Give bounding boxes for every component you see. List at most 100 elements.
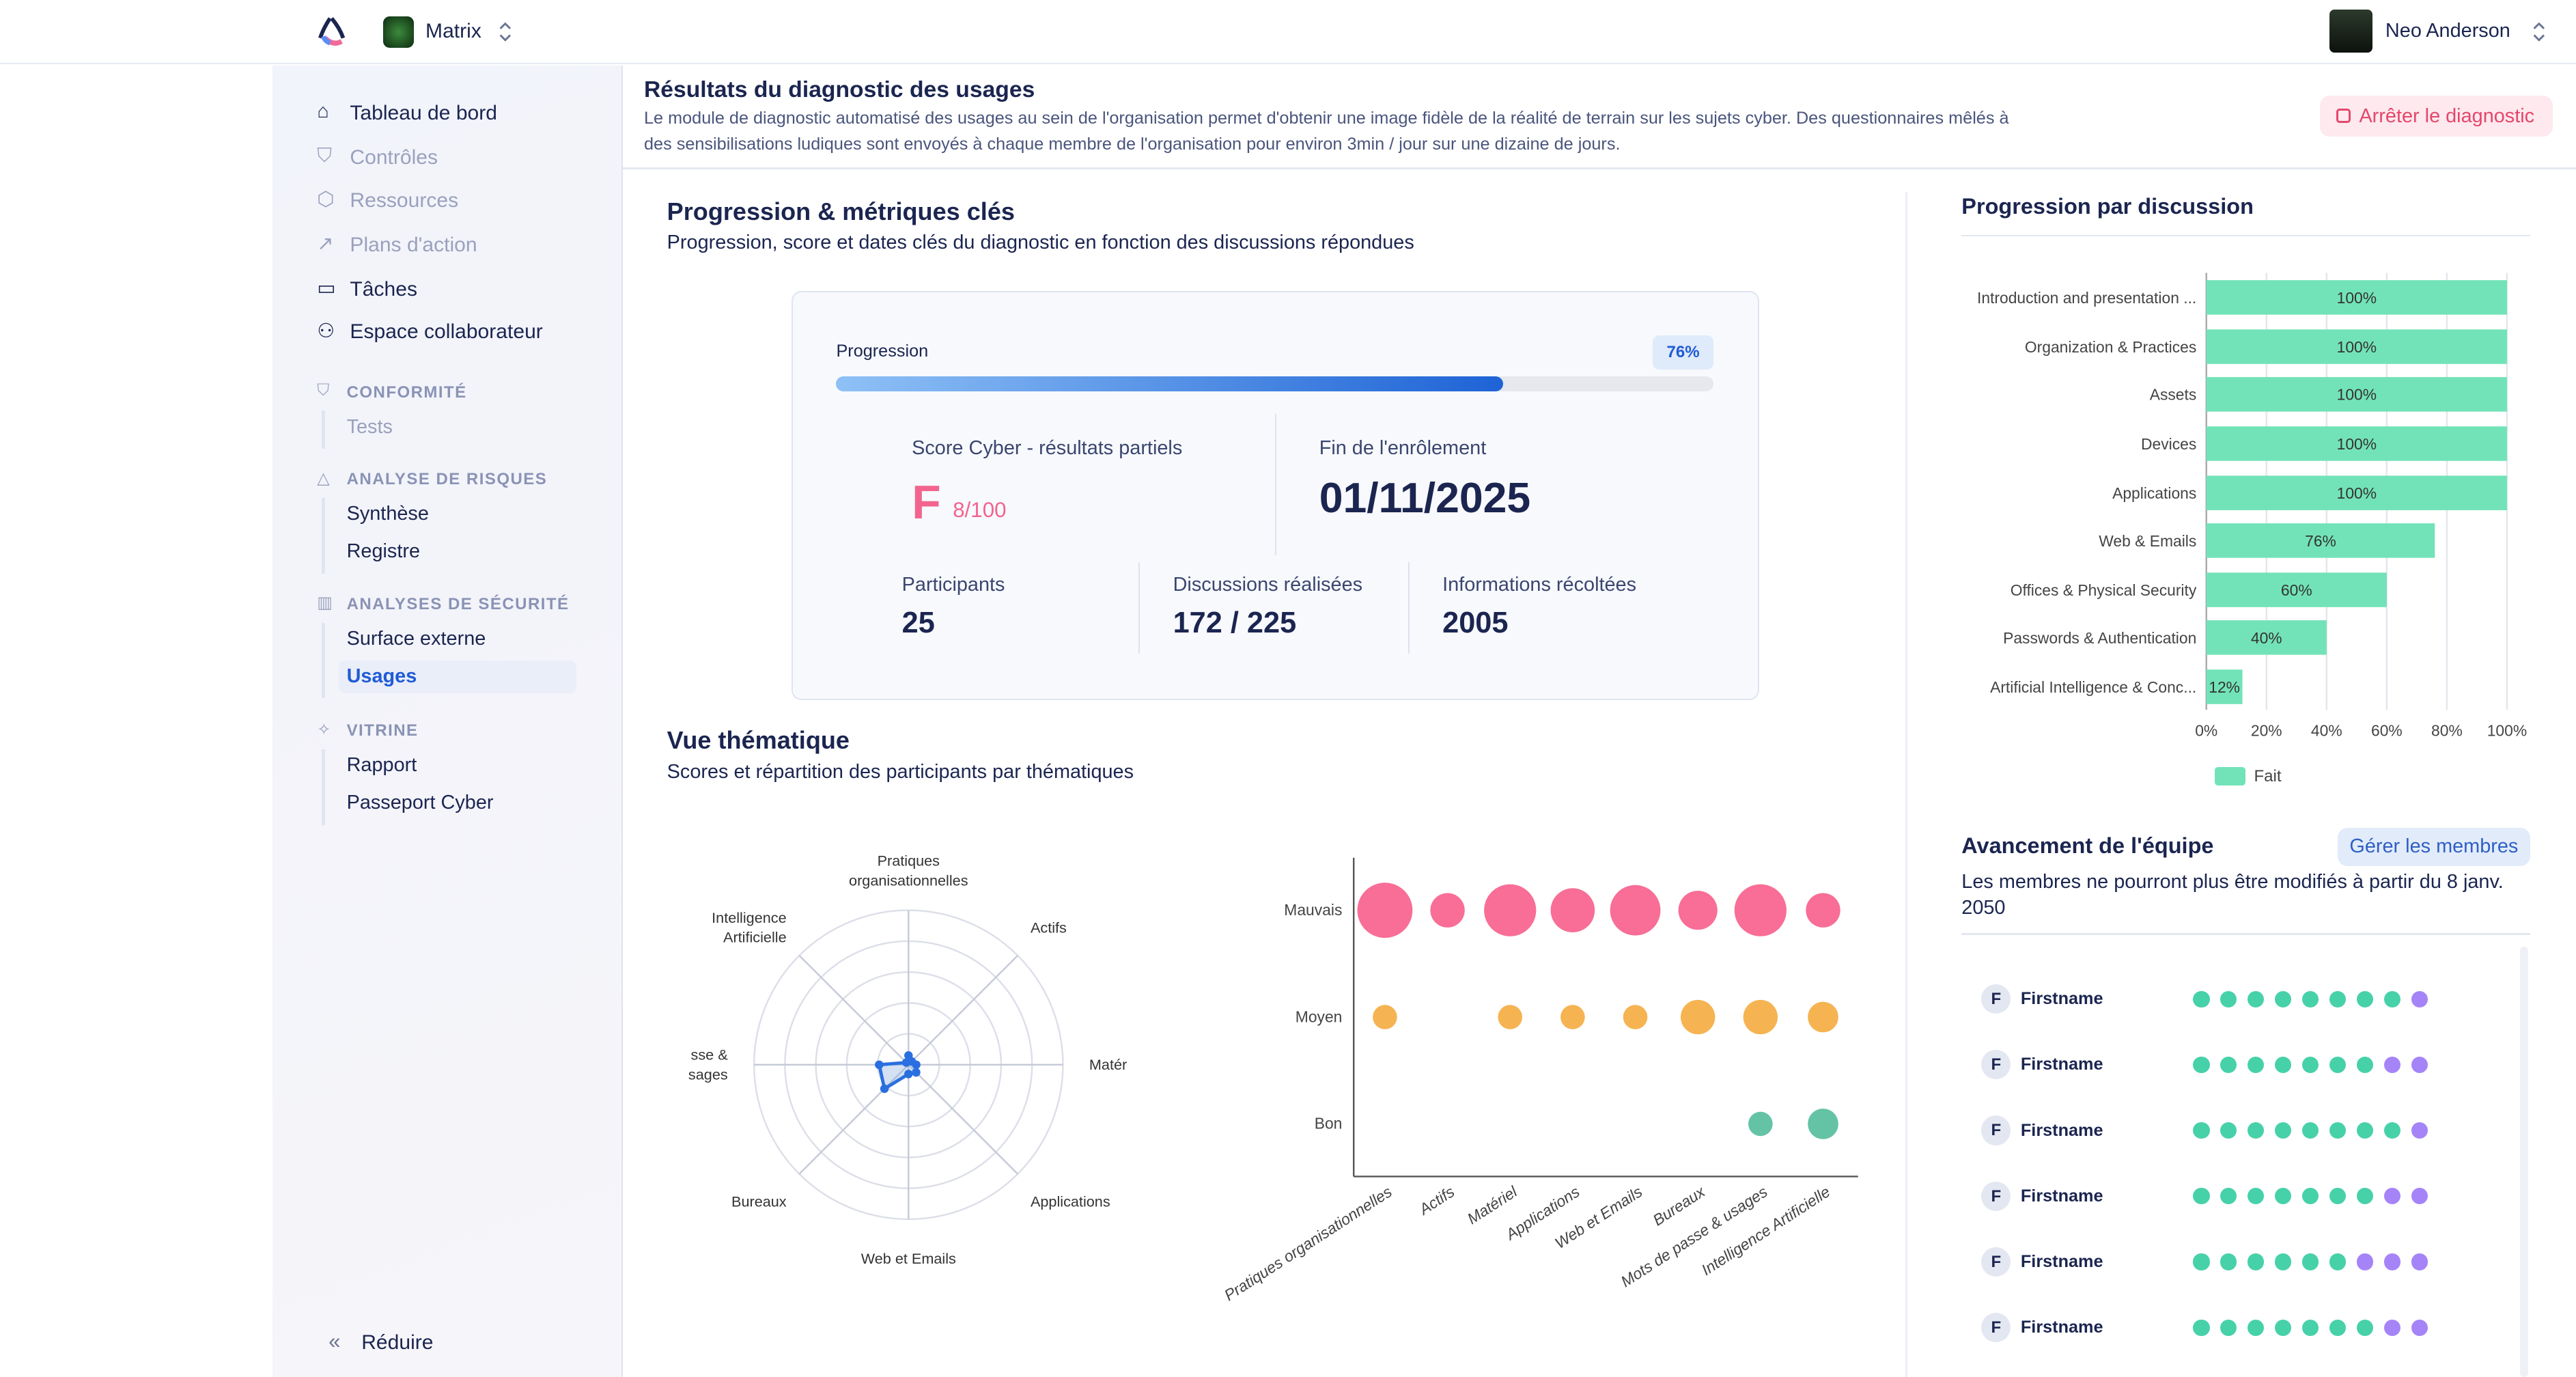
metrics-title: Progression & métriques clés (667, 197, 1015, 225)
radar-point (912, 1068, 921, 1077)
user-menu-chevron-icon[interactable] (2532, 21, 2547, 42)
legend-swatch-done (2214, 767, 2246, 785)
bubble-x-tick-label: Pratiques organisationnelles (1221, 1182, 1395, 1304)
section-divider (1961, 933, 2530, 935)
page-description-line2: des sensibilisations ludiques sont envoy… (643, 135, 1621, 154)
bar (2206, 329, 2507, 364)
discussion-done-dot (2220, 1253, 2237, 1270)
discussion-done-dot (2302, 1319, 2319, 1336)
bubble-point (1808, 1001, 1838, 1033)
member-name[interactable]: Firstname (2020, 1252, 2103, 1272)
user-avatar[interactable] (2329, 10, 2372, 53)
sidebar-section-title: VITRINE (346, 721, 419, 740)
sidebar-subitem[interactable]: Usages (346, 665, 417, 688)
sidebar-item[interactable]: Tableau de bord (350, 102, 498, 125)
member-name[interactable]: Firstname (2020, 989, 2103, 1009)
org-name[interactable]: Matrix (425, 19, 481, 42)
collapse-chevrons-icon[interactable]: « (328, 1329, 341, 1354)
sidebar-section-title: CONFORMITÉ (346, 382, 467, 402)
bar-x-tick-label: 80% (2431, 722, 2463, 740)
discussion-done-dot (2248, 1122, 2265, 1139)
tray-icon: ▭ (317, 277, 336, 300)
bar (2206, 475, 2507, 510)
top-bar: Matrix Neo Anderson (0, 0, 2576, 64)
discussion-done-dot (2329, 990, 2347, 1007)
discussion-done-dot (2357, 1188, 2374, 1205)
bar-value-label: 76% (2305, 532, 2336, 550)
bar-value-label: 100% (2337, 484, 2377, 502)
bar-value-label: 100% (2337, 435, 2377, 453)
enrollment-end-label: Fin de l'enrôlement (1319, 436, 1487, 459)
discussion-done-dot (2275, 1122, 2292, 1139)
sidebar-item[interactable]: Espace collaborateur (350, 320, 543, 344)
app-logo[interactable] (317, 15, 350, 48)
discussion-done-dot (2275, 1319, 2292, 1336)
shield-check-icon: ⛉ (317, 381, 330, 400)
sidebar-section-title: ANALYSE DE RISQUES (346, 470, 548, 488)
member-name[interactable]: Firstname (2020, 1120, 2103, 1140)
bar (2206, 620, 2327, 655)
sidebar-subitem[interactable]: Passeport Cyber (346, 792, 494, 814)
collapse-sidebar-button[interactable]: Réduire (361, 1331, 434, 1354)
bubble-y-tick-label: Mauvais (1284, 901, 1342, 919)
thematic-subtitle: Scores et répartition des participants p… (667, 760, 1134, 783)
bar-value-label: 100% (2337, 338, 2377, 356)
team-list-scrollbar[interactable] (2520, 946, 2529, 1377)
bar-category-label: Artificial Intelligence & Conc... (1990, 678, 2196, 696)
user-name[interactable]: Neo Anderson (2385, 19, 2510, 42)
sidebar-item[interactable]: Ressources (350, 189, 459, 212)
discussion-done-dot (2302, 1253, 2319, 1270)
member-name[interactable]: Firstname (2020, 1318, 2103, 1337)
participants-label: Participants (901, 573, 1005, 596)
sparkles-icon: ✧ (317, 720, 331, 739)
sidebar-subitem[interactable]: Surface externe (346, 627, 486, 650)
bar (2206, 280, 2507, 315)
discussion-done-dot (2329, 1253, 2347, 1270)
shield-icon: ⛉ (317, 144, 332, 167)
discussion-todo-dot (2357, 1253, 2374, 1270)
sidebar-item[interactable]: Plans d'action (350, 233, 477, 256)
sidebar-subitem[interactable]: Tests (346, 415, 393, 438)
bubble-point (1678, 891, 1718, 930)
legend-label-done: Fait (2254, 767, 2282, 786)
sidebar-subitem[interactable]: Rapport (346, 754, 417, 777)
radar-spoke (908, 955, 1019, 1066)
discussion-done-dot (2329, 1122, 2347, 1139)
discussion-done-dot (2384, 1122, 2401, 1139)
bubble-point (1373, 1005, 1397, 1029)
discussion-done-dot (2193, 1188, 2210, 1205)
bubble-point (1560, 1005, 1585, 1029)
sidebar-item[interactable]: Tâches (350, 277, 417, 301)
discussion-done-dot (2220, 1056, 2237, 1073)
manage-members-button[interactable]: Gérer les membres (2338, 828, 2530, 866)
discussion-done-dot (2193, 1056, 2210, 1073)
bar-value-label: 100% (2337, 289, 2377, 307)
discussion-done-dot (2220, 1188, 2237, 1205)
progress-bar-fill (836, 376, 1503, 391)
radar-axis-label: Actifs (1031, 919, 1067, 936)
discussion-done-dot (2193, 1253, 2210, 1270)
radar-spoke (798, 955, 910, 1066)
sidebar-subitem[interactable]: Synthèse (346, 503, 429, 525)
bar-category-label: Offices & Physical Security (2011, 581, 2197, 599)
member-name[interactable]: Firstname (2020, 1186, 2103, 1206)
enrollment-end-date: 01/11/2025 (1319, 473, 1531, 522)
bubble-y-tick-label: Moyen (1296, 1007, 1343, 1025)
discussion-done-dot (2357, 1122, 2374, 1139)
member-name[interactable]: Firstname (2020, 1055, 2103, 1074)
stop-icon (2336, 108, 2351, 124)
stop-diagnostic-button[interactable]: Arrêter le diagnostic (2319, 95, 2553, 137)
box-icon: ⬡ (317, 189, 335, 211)
discussion-done-dot (2357, 1056, 2374, 1073)
discussion-done-dot (2384, 990, 2401, 1007)
bar-x-tick-label: 0% (2195, 722, 2217, 740)
radar-point (880, 1084, 889, 1094)
sidebar-item[interactable]: Contrôles (350, 146, 438, 169)
bar-x-tick-label: 20% (2251, 722, 2282, 740)
sidebar-subitem[interactable]: Registre (346, 540, 421, 563)
bar-category-label: Assets (2150, 386, 2197, 404)
radar-axis-label: Intelligence (712, 909, 786, 926)
org-switch-chevron-icon[interactable] (498, 21, 513, 42)
